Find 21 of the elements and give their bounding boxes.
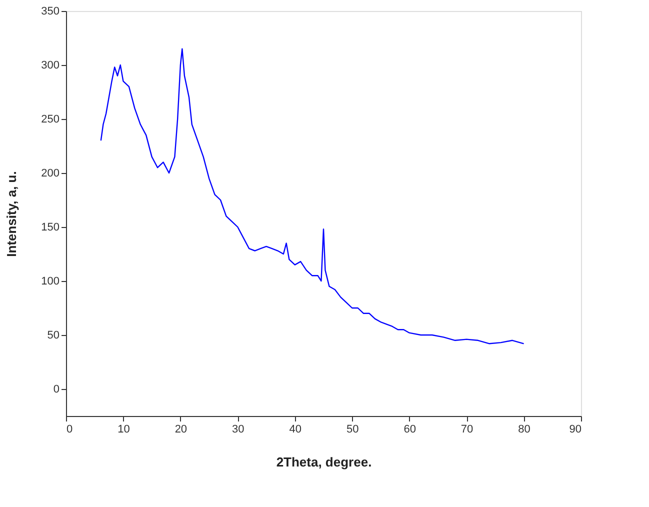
- x-tick-label: 60: [404, 424, 416, 436]
- x-tick-label: 0: [66, 424, 73, 436]
- x-tick-label: 10: [118, 424, 130, 436]
- y-tick-label: 150: [41, 222, 60, 234]
- line-series: [100, 48, 524, 344]
- x-tick-label: 70: [460, 424, 474, 436]
- y-axis-title: Intensity, a, u.: [4, 171, 20, 257]
- y-tick-label: 350: [41, 6, 60, 18]
- x-tick-label: 80: [518, 424, 530, 436]
- x-tick-label: 30: [232, 424, 244, 436]
- y-tick-label: 100: [41, 276, 60, 288]
- y-tick-label: 200: [41, 168, 60, 180]
- x-axis-title: 2Theta, degree.: [276, 454, 372, 470]
- x-tick-label: 90: [569, 424, 582, 436]
- x-tick-label: 20: [174, 424, 188, 436]
- x-tick-label: 50: [346, 424, 359, 436]
- y-tick-label: 50: [47, 330, 60, 342]
- y-tick-label: 0: [53, 384, 60, 396]
- x-tick-label: 40: [289, 424, 302, 436]
- y-tick-label: 250: [41, 114, 60, 126]
- y-tick-label: 300: [41, 60, 60, 72]
